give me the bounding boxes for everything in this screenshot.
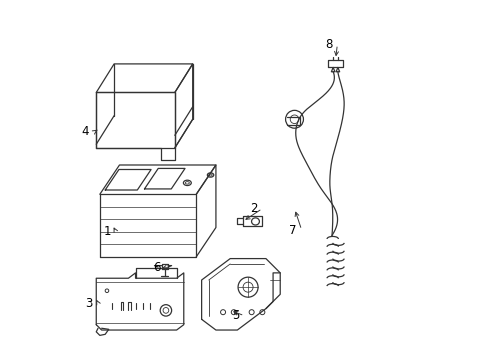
- Text: 3: 3: [85, 297, 93, 310]
- Text: 4: 4: [81, 125, 89, 138]
- Text: 7: 7: [288, 224, 296, 237]
- Text: 5: 5: [231, 309, 239, 322]
- Text: 1: 1: [103, 225, 110, 238]
- Text: 8: 8: [324, 38, 331, 51]
- Text: 2: 2: [249, 202, 257, 215]
- Text: 6: 6: [153, 261, 161, 274]
